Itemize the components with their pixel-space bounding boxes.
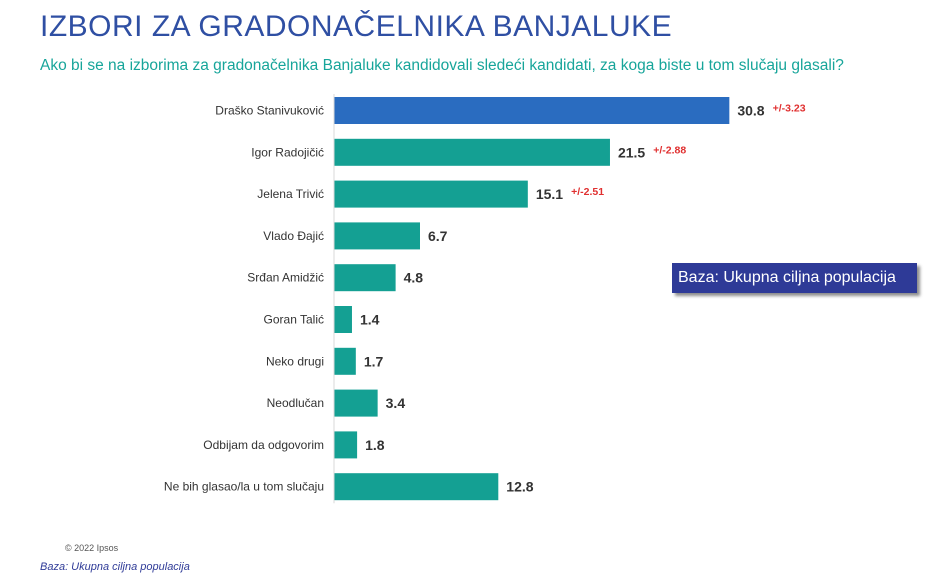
margin-of-error-label: +/-2.88 bbox=[653, 144, 686, 156]
footnote: Baza: Ukupna ciljna populacija bbox=[40, 561, 190, 573]
value-label: 6.7 bbox=[428, 228, 448, 244]
category-label: Neko drugi bbox=[266, 354, 324, 368]
value-label: 12.8 bbox=[506, 479, 533, 495]
base-box: Baza: Ukupna ciljna populacija bbox=[672, 263, 917, 293]
category-label: Vlado Đajić bbox=[263, 229, 324, 243]
value-label: 15.1 bbox=[536, 186, 563, 202]
bar bbox=[334, 306, 352, 333]
bar bbox=[334, 222, 420, 250]
value-label: 3.4 bbox=[386, 395, 406, 411]
category-label: Srđan Amidžić bbox=[247, 271, 324, 285]
bar bbox=[334, 264, 396, 292]
bar bbox=[334, 347, 356, 375]
category-label: Neodlučan bbox=[267, 396, 324, 410]
category-label: Draško Stanivuković bbox=[215, 104, 324, 118]
category-label: Jelena Trivić bbox=[257, 187, 324, 201]
margin-of-error-label: +/-3.23 bbox=[773, 103, 806, 115]
bar bbox=[334, 431, 358, 459]
copyright: © 2022 Ipsos bbox=[65, 543, 119, 553]
category-label: Ne bih glasao/la u tom slučaju bbox=[164, 480, 324, 494]
margin-of-error-label: +/-2.51 bbox=[571, 186, 604, 198]
category-label: Odbijam da odgovorim bbox=[203, 438, 324, 452]
bar bbox=[334, 138, 610, 166]
bar bbox=[334, 389, 378, 417]
bar bbox=[334, 473, 499, 501]
chart-title: IZBORI ZA GRADONAČELNIKA BANJALUKE bbox=[40, 10, 673, 43]
value-label: 4.8 bbox=[404, 270, 424, 286]
bar bbox=[334, 180, 528, 208]
chart-subtitle: Ako bi se na izborima za gradonačelnika … bbox=[40, 57, 844, 74]
value-label: 21.5 bbox=[618, 144, 645, 160]
bar bbox=[334, 97, 730, 124]
value-label: 1.4 bbox=[360, 312, 380, 328]
value-label: 1.8 bbox=[365, 437, 385, 453]
category-label: Goran Talić bbox=[264, 313, 324, 327]
value-label: 30.8 bbox=[737, 103, 764, 119]
category-label: Igor Radojičić bbox=[251, 145, 324, 159]
value-label: 1.7 bbox=[364, 353, 384, 369]
